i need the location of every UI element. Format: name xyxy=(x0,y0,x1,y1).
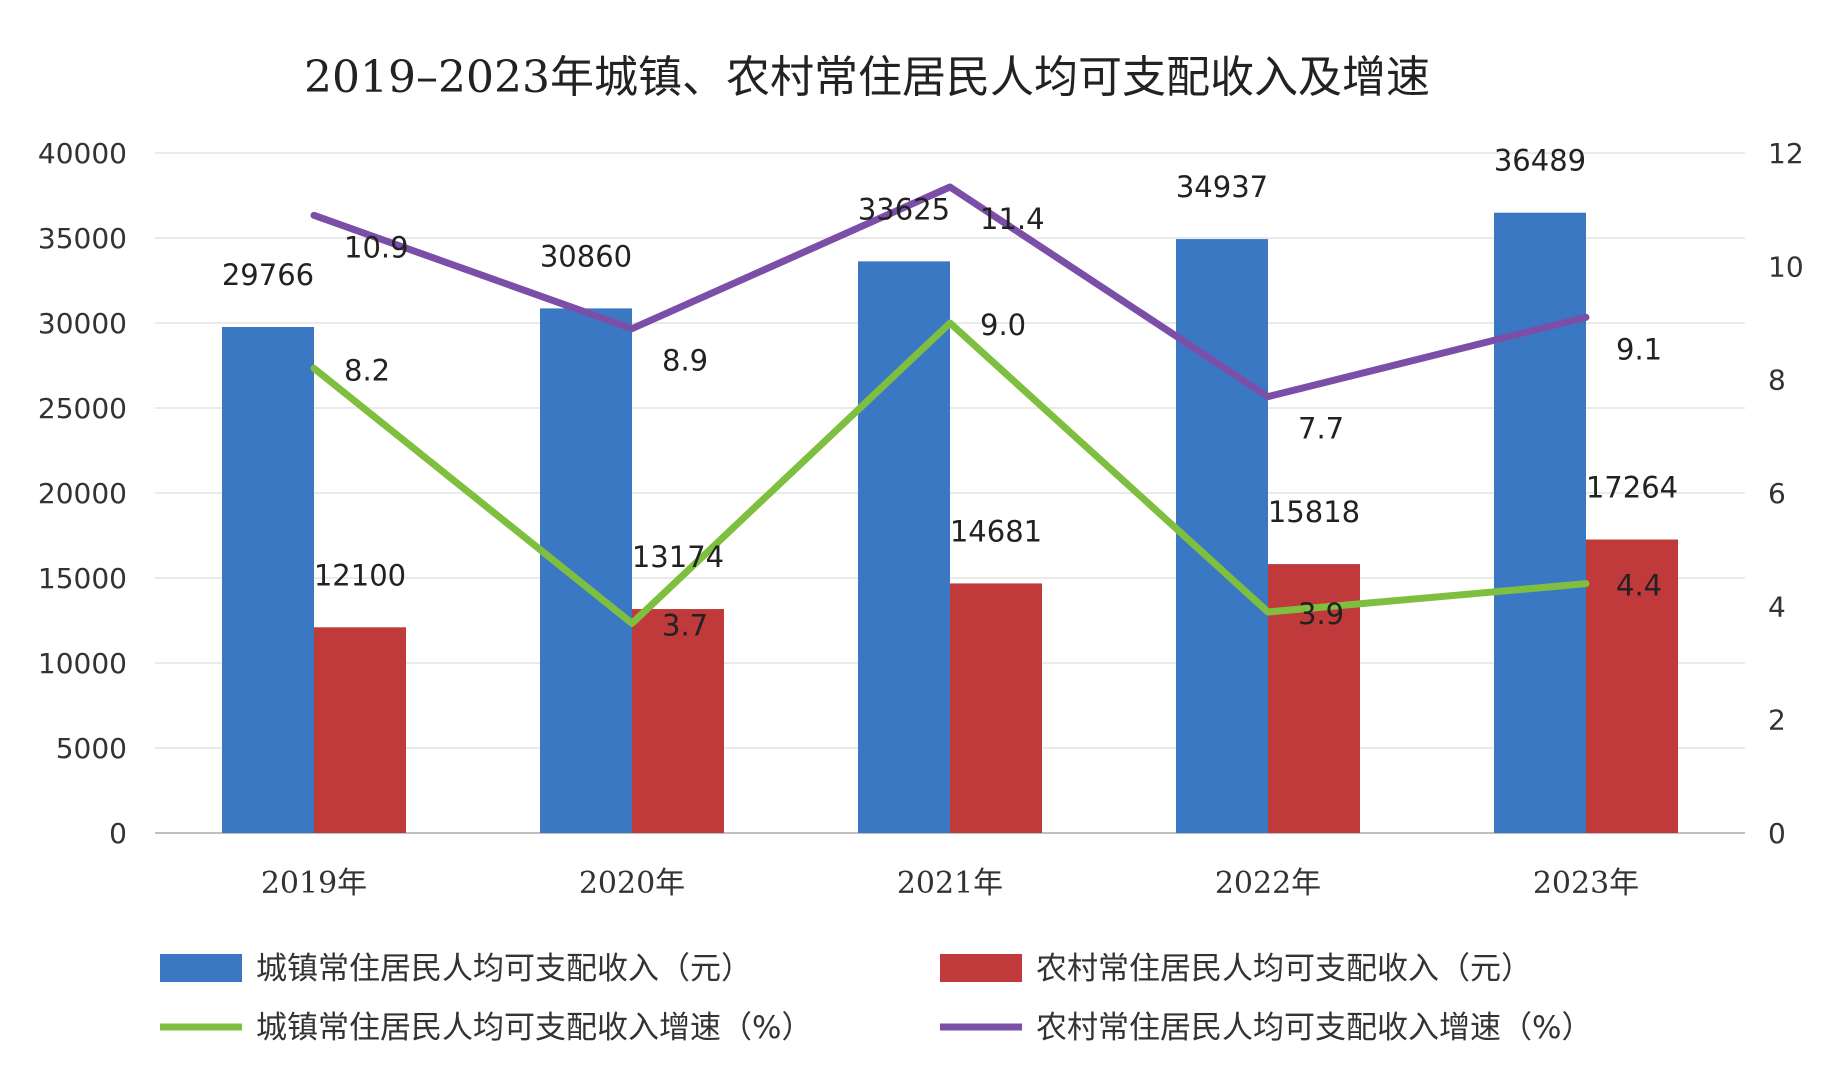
right-axis-tick: 8 xyxy=(1768,364,1786,397)
bar-rural-income xyxy=(1586,539,1678,833)
left-axis-tick: 30000 xyxy=(38,307,127,340)
bar-rural-income xyxy=(632,609,724,833)
bars xyxy=(222,212,1678,834)
urban-income-label: 29766 xyxy=(222,258,314,292)
bar-urban-income xyxy=(858,261,950,833)
x-axis-tick: 2022年 xyxy=(1215,866,1321,901)
left-axis-tick: 25000 xyxy=(38,392,127,425)
x-axis-ticks: 2019年 2020年 2021年 2022年 2023年 xyxy=(261,866,1639,901)
bar-urban-income xyxy=(1494,212,1586,833)
rural-income-label: 12100 xyxy=(314,558,406,592)
left-axis-tick: 0 xyxy=(109,817,127,850)
lines xyxy=(310,183,1590,627)
right-axis-ticks: 0 2 4 6 8 10 12 xyxy=(1768,137,1804,850)
legend-swatch xyxy=(160,954,242,982)
left-axis-ticks: 0 5000 10000 15000 20000 25000 30000 35000 40000 xyxy=(38,137,127,850)
legend-label: 农村常住居民人均可支配收入（元） xyxy=(1036,951,1532,987)
urban-growth-label: 4.4 xyxy=(1616,569,1662,603)
rural-income-label: 17264 xyxy=(1586,471,1678,505)
rural-income-label: 14681 xyxy=(950,514,1042,548)
bar-rural-income xyxy=(950,583,1042,833)
right-axis-tick: 0 xyxy=(1768,817,1786,850)
rural-growth-label: 11.4 xyxy=(980,202,1045,236)
x-axis-tick: 2019年 xyxy=(261,866,367,901)
urban-income-label: 36489 xyxy=(1494,144,1586,178)
urban-income-label: 34937 xyxy=(1176,170,1268,204)
rural-income-label: 15818 xyxy=(1268,495,1360,529)
right-axis-tick: 10 xyxy=(1768,250,1804,283)
right-axis-tick: 2 xyxy=(1768,704,1786,737)
rural-growth-label: 8.9 xyxy=(662,344,708,378)
left-axis-tick: 35000 xyxy=(38,222,127,255)
bar-rural-income xyxy=(314,627,406,833)
urban-growth-label: 3.9 xyxy=(1298,597,1344,631)
legend-label: 农村常住居民人均可支配收入增速（%） xyxy=(1036,1010,1592,1046)
urban-growth-label: 9.0 xyxy=(980,308,1026,342)
chart-title: 2019–2023年城镇、农村常住居民人均可支配收入及增速 xyxy=(304,52,1430,103)
urban-income-label: 30860 xyxy=(540,239,632,273)
left-axis-tick: 5000 xyxy=(56,732,127,765)
left-axis-tick: 40000 xyxy=(38,137,127,170)
bar-urban-income xyxy=(1176,239,1268,834)
legend-swatch xyxy=(940,954,1022,982)
urban-growth-line xyxy=(310,319,1590,627)
left-axis-tick: 10000 xyxy=(38,647,127,680)
rural-income-label: 13174 xyxy=(632,540,724,574)
legend: 城镇常住居民人均可支配收入（元） 农村常住居民人均可支配收入（元） 城镇常住居民人均… xyxy=(160,951,1592,1046)
right-axis-tick: 12 xyxy=(1768,137,1804,170)
rural-growth-label: 7.7 xyxy=(1298,412,1344,446)
rural-growth-line xyxy=(310,183,1590,401)
rural-growth-label: 9.1 xyxy=(1616,332,1662,366)
x-axis-tick: 2023年 xyxy=(1533,866,1639,901)
bar-urban-income xyxy=(540,308,632,833)
right-axis-tick: 4 xyxy=(1768,590,1786,623)
urban-growth-label: 3.7 xyxy=(662,608,708,642)
x-axis-tick: 2020年 xyxy=(579,866,685,901)
x-axis-tick: 2021年 xyxy=(897,866,1003,901)
rural-growth-label: 10.9 xyxy=(344,230,409,264)
legend-label: 城镇常住居民人均可支配收入（元） xyxy=(256,951,752,987)
left-axis-tick: 20000 xyxy=(38,477,127,510)
left-axis-tick: 15000 xyxy=(38,562,127,595)
bar-urban-income xyxy=(222,326,314,833)
urban-income-label: 33625 xyxy=(858,192,950,226)
right-axis-tick: 6 xyxy=(1768,477,1786,510)
urban-growth-label: 8.2 xyxy=(344,353,390,387)
legend-label: 城镇常住居民人均可支配收入增速（%） xyxy=(256,1010,812,1046)
data-labels: 29766 12100 30860 13174 33625 14681 34937 15818… xyxy=(222,144,1678,643)
